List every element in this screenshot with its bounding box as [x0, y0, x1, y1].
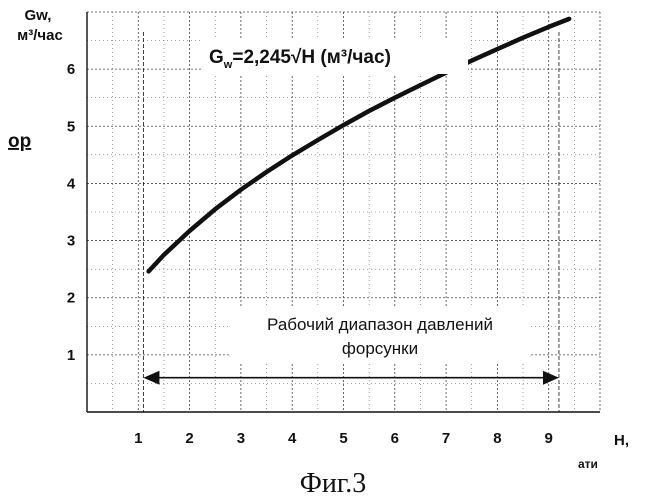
formula-label: Gw=2,245√H (м³/час) — [202, 38, 468, 74]
x-tick-label: 5 — [339, 430, 347, 447]
formula-rest: =2,245√H (м³/час) — [232, 47, 391, 68]
x-tick-label: 7 — [442, 430, 450, 447]
left-text-fragment: ор — [8, 131, 31, 152]
x-axis-label-line2: ати — [578, 457, 598, 471]
y-tick-label: 6 — [67, 61, 75, 78]
range-arrow-head-right — [543, 371, 559, 385]
svg-text:Gw=2,245√H (м³/час): Gw=2,245√H (м³/час) — [209, 47, 391, 71]
tick-labels: 1 2 3 4 5 6 7 8 9 1 2 3 4 5 6 — [67, 61, 553, 447]
figure-caption: Фиг.3 — [300, 468, 366, 499]
formula-g: G — [209, 47, 224, 68]
y-axis-label-line2: м³/час — [17, 27, 63, 44]
y-tick-label: 2 — [67, 290, 75, 307]
y-axis-label-line1: Gw, — [25, 7, 52, 24]
x-tick-label: 4 — [288, 430, 297, 447]
y-tick-label: 1 — [67, 347, 75, 364]
x-tick-label: 8 — [493, 430, 501, 447]
working-range-annotation: Рабочий диапазон давлений форсунки — [230, 306, 530, 362]
x-tick-label: 9 — [545, 430, 553, 447]
formula-sub: w — [223, 59, 233, 71]
x-axis-label-line1: H, — [614, 432, 629, 449]
x-tick-label: 6 — [391, 430, 399, 447]
annotation-line2: форсунки — [342, 339, 418, 358]
x-tick-label: 2 — [185, 430, 193, 447]
x-tick-label: 1 — [134, 430, 142, 447]
y-tick-label: 3 — [67, 233, 75, 250]
y-tick-label: 4 — [67, 175, 76, 192]
annotation-line1: Рабочий диапазон давлений — [267, 315, 493, 334]
range-arrow-head-left — [143, 371, 159, 385]
x-tick-label: 3 — [237, 430, 245, 447]
y-tick-label: 5 — [67, 118, 75, 135]
